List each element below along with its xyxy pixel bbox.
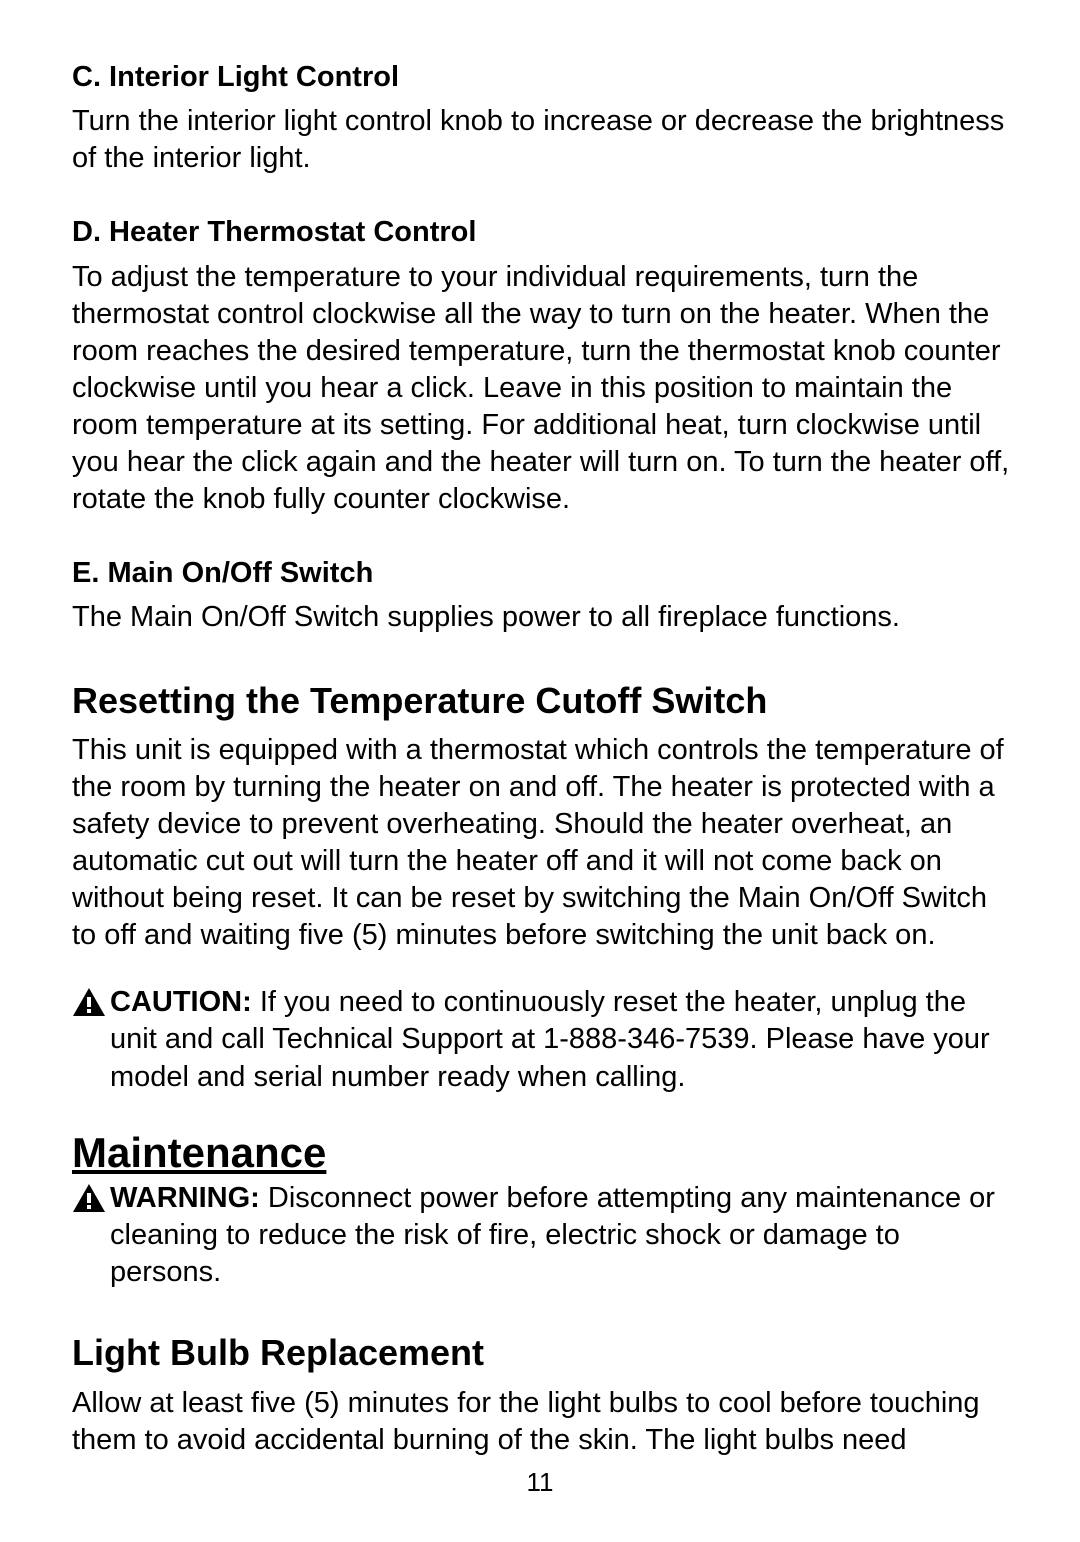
warning-triangle-icon bbox=[72, 987, 106, 1017]
body-interior-light: Turn the interior light control knob to … bbox=[72, 103, 1012, 177]
body-reset-cutoff: This unit is equipped with a thermostat … bbox=[72, 732, 1012, 955]
warning-text: WARNING: Disconnect power before attempt… bbox=[110, 1180, 1012, 1291]
heading-main-switch: E. Main On/Off Switch bbox=[72, 554, 1012, 593]
section-light-bulb: Light Bulb Replacement Allow at least fi… bbox=[72, 1331, 1012, 1458]
warning-notice: WARNING: Disconnect power before attempt… bbox=[72, 1180, 1012, 1291]
body-main-switch: The Main On/Off Switch supplies power to… bbox=[72, 599, 1012, 636]
caution-notice: CAUTION: If you need to continuously res… bbox=[72, 984, 1012, 1095]
body-thermostat: To adjust the temperature to your indivi… bbox=[72, 259, 1012, 519]
heading-reset-cutoff: Resetting the Temperature Cutoff Switch bbox=[72, 679, 1012, 722]
heading-thermostat: D. Heater Thermostat Control bbox=[72, 213, 1012, 252]
section-reset-cutoff: Resetting the Temperature Cutoff Switch … bbox=[72, 679, 1012, 955]
heading-interior-light: C. Interior Light Control bbox=[72, 58, 1012, 97]
caution-text: CAUTION: If you need to continuously res… bbox=[110, 984, 1012, 1095]
heading-light-bulb: Light Bulb Replacement bbox=[72, 1331, 1012, 1374]
document-page: C. Interior Light Control Turn the inter… bbox=[0, 0, 1080, 1542]
heading-maintenance: Maintenance bbox=[72, 1128, 1012, 1178]
caution-label: CAUTION: bbox=[110, 986, 252, 1018]
section-thermostat: D. Heater Thermostat Control To adjust t… bbox=[72, 213, 1012, 518]
page-number: 11 bbox=[0, 1467, 1080, 1498]
section-interior-light: C. Interior Light Control Turn the inter… bbox=[72, 58, 1012, 177]
section-maintenance: Maintenance bbox=[72, 1128, 1012, 1178]
section-main-switch: E. Main On/Off Switch The Main On/Off Sw… bbox=[72, 554, 1012, 636]
warning-label: WARNING: bbox=[110, 1182, 260, 1214]
warning-triangle-icon bbox=[72, 1183, 106, 1213]
body-light-bulb: Allow at least five (5) minutes for the … bbox=[72, 1385, 1012, 1459]
